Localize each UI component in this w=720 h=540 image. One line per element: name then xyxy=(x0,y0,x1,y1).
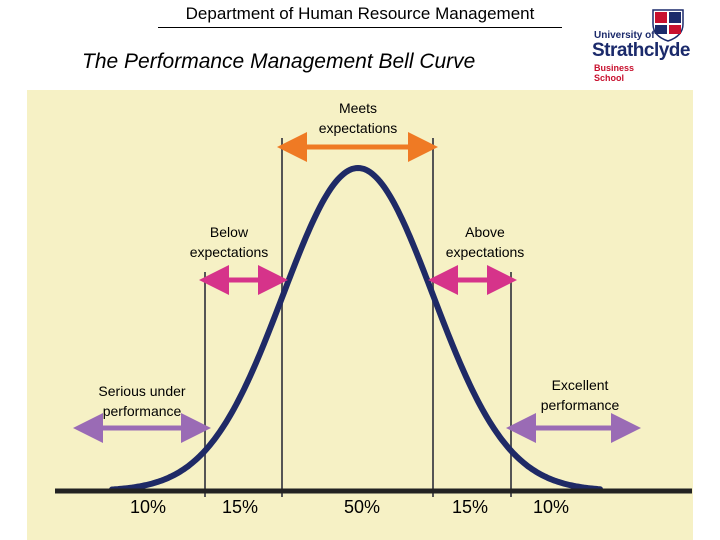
diagram-panel xyxy=(27,90,693,540)
label-below-expectations: Below expectations xyxy=(170,222,288,262)
header-underline xyxy=(158,27,562,28)
logo-business-school: Business School xyxy=(594,63,634,83)
label-excellent-line1: Excellent xyxy=(551,377,609,393)
label-above-expectations: Above expectations xyxy=(426,222,544,262)
strathclyde-logo: University of Strathclyde Business Schoo… xyxy=(590,6,700,86)
label-meets-line2: expectations xyxy=(318,120,398,136)
label-serious-line2: performance xyxy=(102,403,182,419)
percent-serious-underperformance: 10% xyxy=(130,497,167,517)
bell-curve xyxy=(109,164,603,493)
label-serious-line1: Serious under xyxy=(98,383,186,399)
percent-meets-expectations: 50% xyxy=(344,497,381,517)
label-below-line2: expectations xyxy=(189,244,269,260)
label-above-line2: expectations xyxy=(445,244,525,260)
label-excellent-line2: performance xyxy=(540,397,620,413)
logo-business: Business xyxy=(594,63,635,73)
label-meets-expectations: Meets expectations xyxy=(298,98,418,138)
label-serious-underperformance: Serious under performance xyxy=(78,381,206,421)
percent-above-expectations: 15% xyxy=(452,497,489,517)
logo-university-of: University of xyxy=(594,30,655,41)
crest-icon xyxy=(652,9,684,42)
logo-strathclyde: Strathclyde xyxy=(592,40,690,61)
label-meets-line1: Meets xyxy=(338,100,378,116)
page-title: The Performance Management Bell Curve xyxy=(82,50,476,73)
percent-below-expectations: 15% xyxy=(222,497,259,517)
label-above-line1: Above xyxy=(465,224,505,240)
label-excellent-performance: Excellent performance xyxy=(516,375,644,415)
percent-excellent-performance: 10% xyxy=(533,497,570,517)
logo-school: School xyxy=(594,73,625,83)
label-below-line1: Below xyxy=(209,224,249,240)
department-title: Department of Human Resource Management xyxy=(185,4,535,23)
